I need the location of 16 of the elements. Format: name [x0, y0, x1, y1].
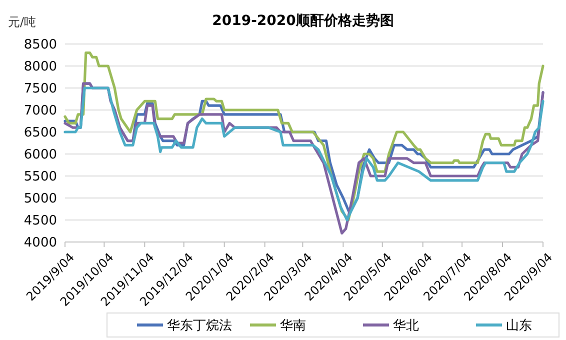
y-tick-label: 4500 — [24, 214, 57, 229]
y-tick-label: 7000 — [24, 104, 57, 119]
y-tick-label: 6500 — [24, 126, 57, 141]
y-tick-label: 8500 — [24, 38, 57, 53]
legend-label: 华南 — [280, 318, 306, 334]
y-axis-title: 元/吨 — [8, 15, 36, 29]
y-tick-label: 8000 — [24, 60, 57, 75]
y-tick-label: 6000 — [24, 148, 57, 163]
y-tick-label: 7500 — [24, 82, 57, 97]
chart-title: 2019-2020顺酐价格走势图 — [212, 13, 394, 29]
legend-label: 山东 — [506, 318, 532, 334]
y-tick-label: 4000 — [24, 236, 57, 251]
y-tick-label: 5000 — [24, 192, 57, 207]
legend-label: 华东丁烷法 — [167, 318, 232, 334]
y-tick-label: 5500 — [24, 170, 57, 185]
legend-label: 华北 — [393, 318, 419, 334]
